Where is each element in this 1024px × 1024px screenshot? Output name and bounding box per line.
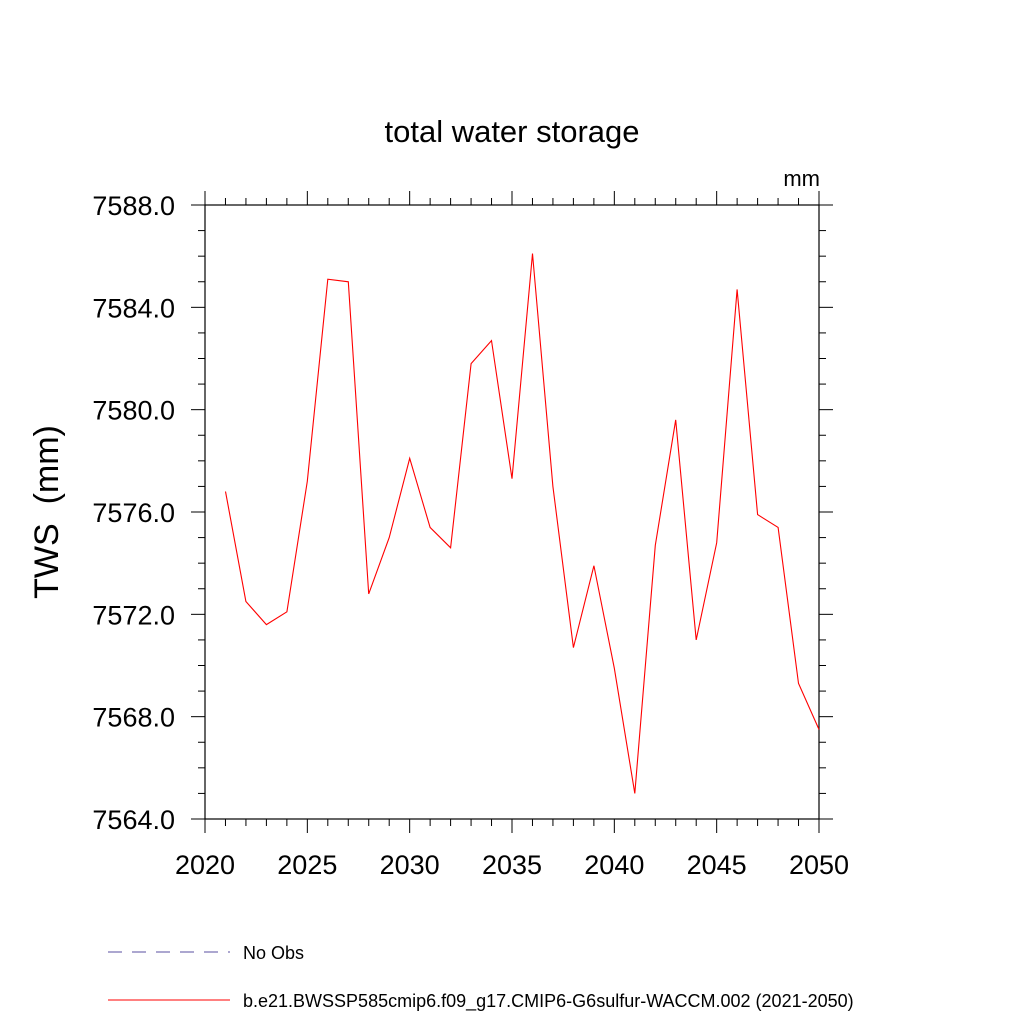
series-layer <box>224 253 820 794</box>
y-tick-label: 7572.0 <box>92 600 175 630</box>
x-tick-label: 2050 <box>789 850 849 880</box>
x-tick-label: 2030 <box>380 850 440 880</box>
legend-label: No Obs <box>243 943 304 963</box>
x-tick-label: 2020 <box>175 850 235 880</box>
x-tick-label: 2035 <box>482 850 542 880</box>
x-tick-label: 2025 <box>277 850 337 880</box>
y-axis-label: TWS (mm) <box>28 425 66 599</box>
legend: No Obs b.e21.BWSSP585cmip6.f09_g17.CMIP6-… <box>108 943 854 1012</box>
y-tick-label: 7564.0 <box>92 805 175 835</box>
y-tick-label: 7576.0 <box>92 498 175 528</box>
y-tick-label: 7580.0 <box>92 396 175 426</box>
y-tick-label: 7588.0 <box>92 191 175 221</box>
legend-label: b.e21.BWSSP585cmip6.f09_g17.CMIP6-G6sulf… <box>243 991 854 1012</box>
units-label: mm <box>783 166 820 191</box>
axis-ticks: 2020 2025 2030 2035 2040 2045 2050 7564.0 7568.0… <box>92 191 849 880</box>
chart-title: total water storage <box>384 114 639 149</box>
y-tick-label: 7568.0 <box>92 703 175 733</box>
plot-frame <box>204 204 820 820</box>
x-tick-label: 2045 <box>687 850 747 880</box>
series-line <box>224 253 820 794</box>
y-tick-label: 7584.0 <box>92 293 175 323</box>
x-tick-label: 2040 <box>584 850 644 880</box>
